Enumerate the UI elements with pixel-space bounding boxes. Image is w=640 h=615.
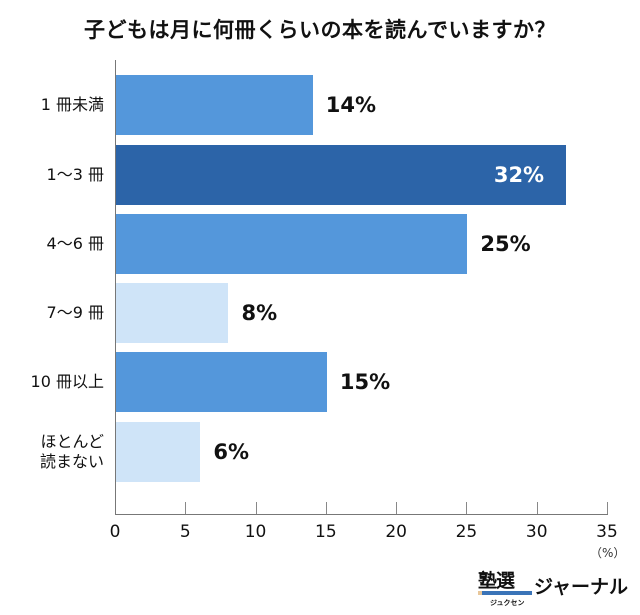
category-label: 1 冊未満 (0, 95, 104, 115)
value-label: 14% (325, 93, 377, 117)
x-tick-mark (466, 502, 468, 514)
x-axis-line (115, 514, 608, 515)
x-tick-label: 0 (109, 522, 121, 542)
chart-title: 子どもは月に何冊くらいの本を読んでいますか？ (84, 18, 556, 42)
value-label: 32% (493, 163, 545, 187)
category-label: 7〜9 冊 (0, 303, 104, 323)
x-axis-unit: （%） (590, 546, 626, 560)
category-label-line: 1 冊未満 (40, 95, 104, 114)
x-tick-label: 15 (315, 522, 337, 542)
category-label: 4〜6 冊 (0, 234, 104, 254)
category-label: 1〜3 冊 (0, 165, 104, 185)
x-tick-mark (255, 502, 257, 514)
x-tick-mark (325, 502, 327, 514)
pencil-icon (478, 591, 532, 595)
category-label-line: ほとんど (40, 432, 104, 451)
x-tick-label: 30 (525, 522, 548, 542)
logo-text: ジャーナル (534, 576, 629, 598)
brand-logo: 塾選 ジュクセン ジャーナル (478, 566, 638, 612)
bar (116, 422, 201, 482)
category-label-line: 10 冊以上 (30, 372, 104, 391)
x-tick-label: 35 (596, 522, 618, 542)
category-label: ほとんど 読まない (0, 432, 104, 472)
value-label: 8% (241, 301, 278, 325)
bar (116, 214, 468, 274)
category-label: 10 冊以上 (0, 372, 104, 392)
x-tick-label: 5 (179, 522, 191, 542)
x-tick-mark (396, 502, 398, 514)
category-label-line: 読まない (39, 452, 104, 471)
category-label-line: 4〜6 冊 (46, 234, 104, 253)
value-label: 15% (339, 370, 391, 394)
logo-kana: ジュクセン (490, 599, 525, 607)
bar (116, 283, 229, 343)
category-label-line: 1〜3 冊 (46, 165, 104, 184)
x-tick-label: 25 (455, 522, 478, 542)
category-label-line: 7〜9 冊 (46, 303, 104, 322)
x-tick-mark (185, 502, 187, 514)
y-axis-line (115, 60, 116, 515)
bar (116, 145, 566, 205)
bar (116, 75, 313, 135)
x-tick-label: 20 (385, 522, 407, 542)
x-tick-mark (536, 502, 538, 514)
value-label: 25% (480, 232, 531, 256)
x-tick-label: 10 (244, 522, 267, 542)
bar (116, 352, 327, 412)
x-tick-mark (607, 502, 608, 514)
value-label: 6% (213, 440, 249, 464)
logo-kanji: 塾選 (478, 570, 515, 592)
